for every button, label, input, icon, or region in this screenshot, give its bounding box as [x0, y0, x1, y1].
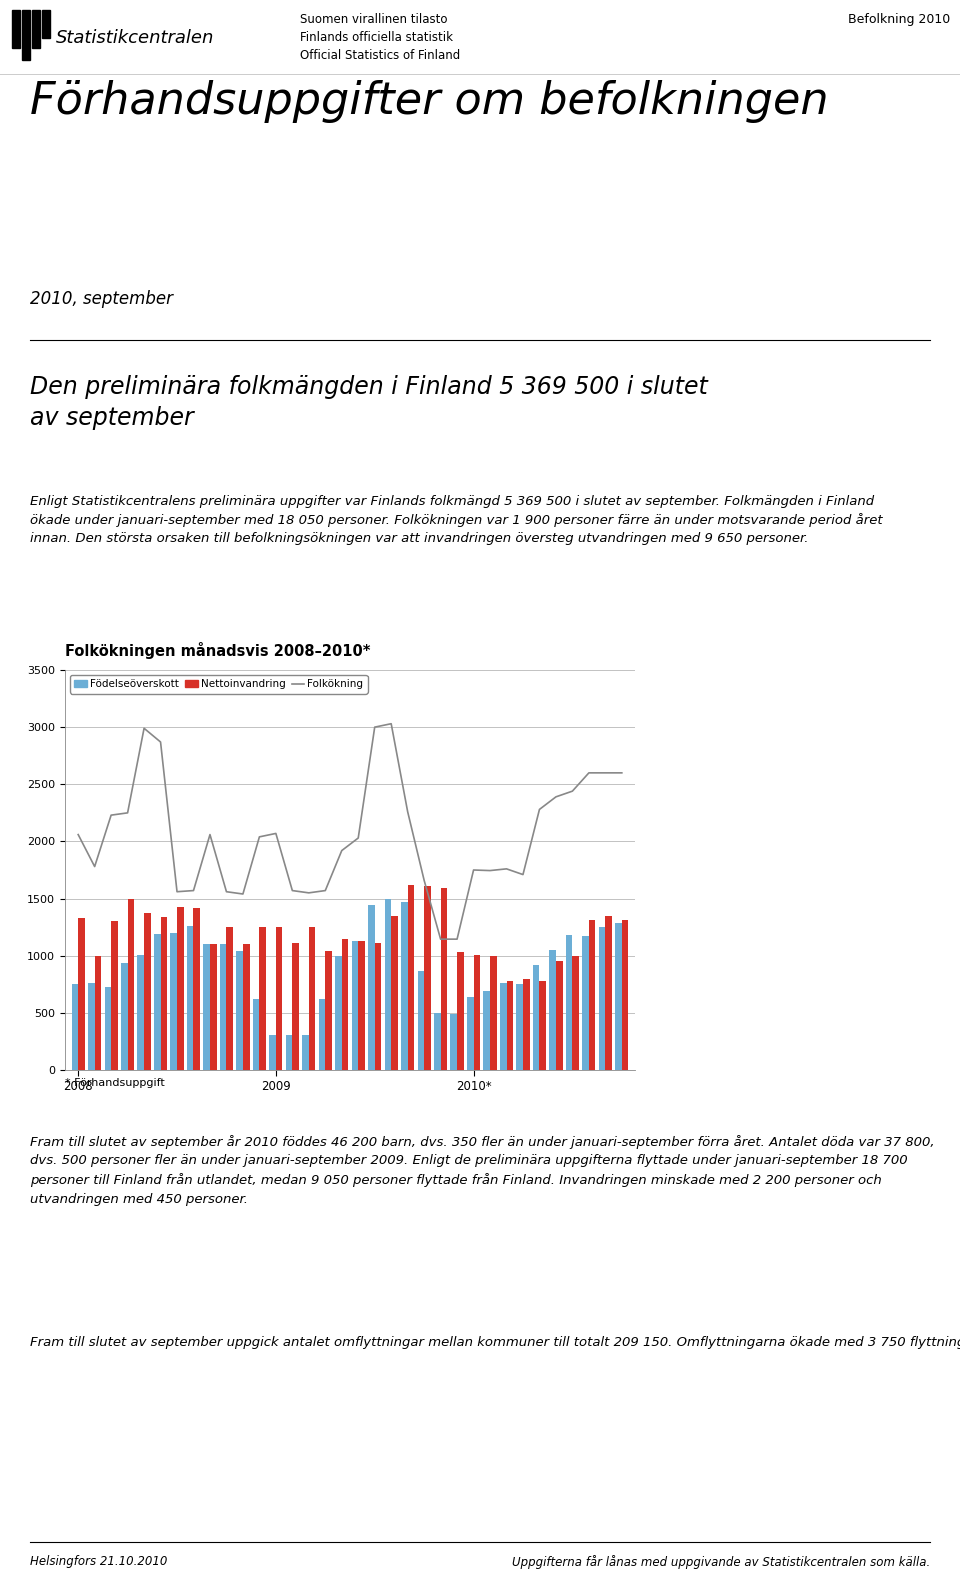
Bar: [622, 921, 629, 1070]
Bar: [252, 999, 259, 1070]
Bar: [484, 991, 490, 1070]
Text: Suomen virallinen tilasto: Suomen virallinen tilasto: [300, 13, 447, 25]
Bar: [88, 983, 95, 1070]
Bar: [473, 954, 480, 1070]
Bar: [210, 945, 217, 1070]
Text: Official Statistics of Finland: Official Statistics of Finland: [300, 49, 460, 62]
Bar: [319, 999, 325, 1070]
Bar: [391, 916, 397, 1070]
Bar: [95, 956, 101, 1070]
Bar: [500, 983, 507, 1070]
Bar: [441, 888, 447, 1070]
Bar: [243, 945, 250, 1070]
Bar: [523, 978, 530, 1070]
Bar: [572, 956, 579, 1070]
Text: Finlands officiella statistik: Finlands officiella statistik: [300, 32, 453, 44]
Bar: [549, 949, 556, 1070]
Bar: [418, 970, 424, 1070]
Legend: Födelseöverskott, Nettoinvandring, Folkökning: Födelseöverskott, Nettoinvandring, Folkö…: [70, 675, 368, 694]
Bar: [236, 951, 243, 1070]
Bar: [220, 945, 227, 1070]
Bar: [204, 945, 210, 1070]
Bar: [286, 1035, 293, 1070]
Bar: [144, 913, 151, 1070]
Bar: [565, 935, 572, 1070]
Text: Statistikcentralen: Statistikcentralen: [56, 29, 214, 48]
Bar: [154, 934, 160, 1070]
Bar: [187, 926, 194, 1070]
Bar: [177, 907, 183, 1070]
Bar: [385, 899, 391, 1070]
Bar: [22, 10, 30, 60]
Bar: [401, 902, 408, 1070]
Text: * Förhandsuppgift: * Förhandsuppgift: [65, 1078, 165, 1087]
Bar: [342, 938, 348, 1070]
Bar: [227, 927, 233, 1070]
Text: Enligt Statistikcentralens preliminära uppgifter var Finlands folkmängd 5 369 50: Enligt Statistikcentralens preliminära u…: [30, 495, 882, 545]
Bar: [374, 943, 381, 1070]
Text: Den preliminära folkmängden i Finland 5 369 500 i slutet
av september: Den preliminära folkmängden i Finland 5 …: [30, 376, 708, 430]
Bar: [12, 10, 20, 48]
Bar: [276, 927, 282, 1070]
Bar: [599, 927, 606, 1070]
Text: Befolkning 2010: Befolkning 2010: [848, 13, 950, 25]
Text: Fram till slutet av september år 2010 föddes 46 200 barn, dvs. 350 fler än under: Fram till slutet av september år 2010 fö…: [30, 1135, 935, 1206]
Bar: [408, 884, 415, 1070]
Bar: [434, 1013, 441, 1070]
Bar: [467, 997, 473, 1070]
Bar: [259, 927, 266, 1070]
Text: Uppgifterna får lånas med uppgivande av Statistikcentralen som källa.: Uppgifterna får lånas med uppgivande av …: [512, 1555, 930, 1569]
Bar: [293, 943, 299, 1070]
Bar: [137, 954, 144, 1070]
Bar: [171, 934, 177, 1070]
Bar: [42, 10, 50, 38]
Bar: [368, 905, 374, 1070]
Bar: [424, 886, 431, 1070]
Bar: [533, 965, 540, 1070]
Bar: [78, 918, 84, 1070]
Bar: [588, 921, 595, 1070]
Bar: [583, 937, 588, 1070]
Text: Förhandsuppgifter om befolkningen: Förhandsuppgifter om befolkningen: [30, 79, 828, 124]
Text: 2010, september: 2010, september: [30, 290, 173, 307]
Bar: [540, 981, 546, 1070]
Bar: [615, 922, 622, 1070]
Bar: [351, 941, 358, 1070]
Bar: [325, 951, 332, 1070]
Bar: [457, 953, 464, 1070]
Bar: [556, 962, 563, 1070]
Bar: [606, 916, 612, 1070]
Bar: [516, 984, 523, 1070]
Bar: [309, 927, 316, 1070]
Bar: [160, 916, 167, 1070]
Bar: [111, 921, 118, 1070]
Text: Folkökningen månadsvis 2008–2010*: Folkökningen månadsvis 2008–2010*: [65, 642, 371, 659]
Bar: [32, 10, 40, 48]
Bar: [72, 984, 78, 1070]
Bar: [121, 962, 128, 1070]
Bar: [128, 899, 134, 1070]
Bar: [358, 941, 365, 1070]
Bar: [105, 986, 111, 1070]
Bar: [194, 908, 200, 1070]
Bar: [450, 1014, 457, 1070]
Bar: [490, 956, 496, 1070]
Bar: [335, 956, 342, 1070]
Bar: [269, 1035, 276, 1070]
Text: Helsingfors 21.10.2010: Helsingfors 21.10.2010: [30, 1555, 167, 1568]
Bar: [302, 1035, 309, 1070]
Text: Fram till slutet av september uppgick antalet omflyttningar mellan kommuner till: Fram till slutet av september uppgick an…: [30, 1335, 960, 1349]
Bar: [507, 981, 513, 1070]
